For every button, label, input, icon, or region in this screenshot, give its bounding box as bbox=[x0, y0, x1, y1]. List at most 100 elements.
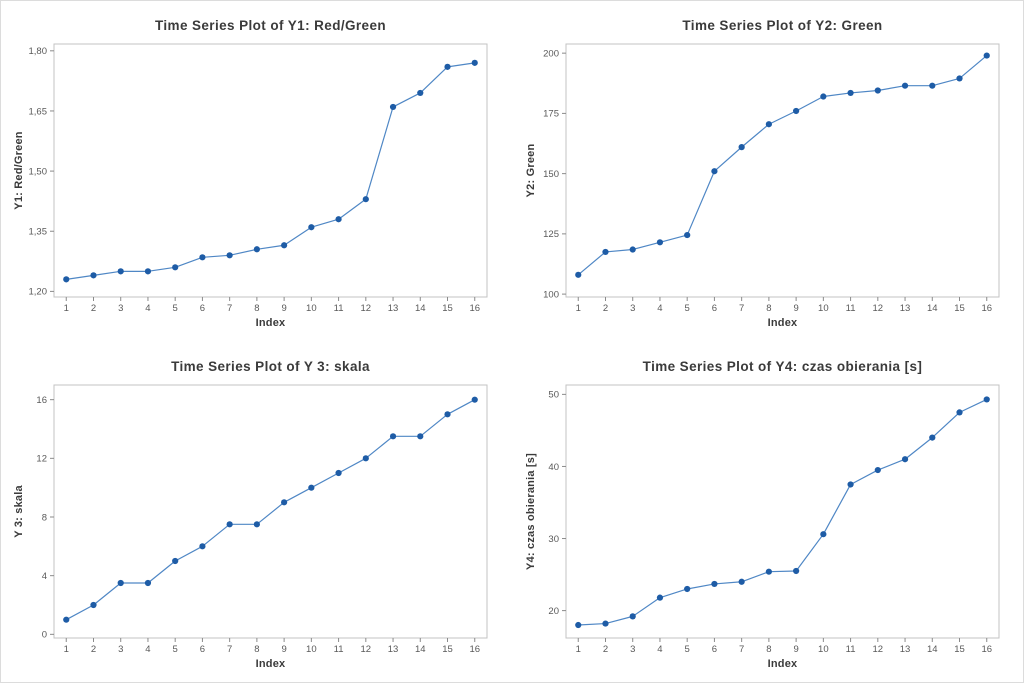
x-tick-label: 4 bbox=[145, 303, 150, 314]
data-point bbox=[281, 499, 288, 506]
data-point bbox=[144, 579, 152, 587]
x-tick-label: 4 bbox=[657, 644, 662, 655]
data-point bbox=[117, 579, 124, 587]
data-point bbox=[847, 89, 854, 97]
x-tick-label: 11 bbox=[334, 303, 344, 314]
x-tick-label: 1 bbox=[64, 303, 69, 314]
data-point bbox=[793, 567, 800, 575]
data-point bbox=[602, 248, 609, 256]
data-point bbox=[629, 613, 636, 620]
x-axis-label: Index bbox=[768, 658, 798, 670]
x-tick-label: 5 bbox=[173, 303, 178, 314]
x-tick-label: 16 bbox=[981, 303, 992, 314]
x-tick-label: 9 bbox=[793, 644, 798, 655]
x-tick-label: 1 bbox=[576, 303, 581, 314]
x-tick-label: 13 bbox=[900, 644, 911, 655]
x-tick-label: 14 bbox=[927, 644, 938, 655]
x-axis-label: Index bbox=[256, 658, 286, 670]
x-tick-label: 8 bbox=[766, 644, 771, 655]
data-point bbox=[90, 272, 97, 279]
x-tick-label: 8 bbox=[254, 644, 259, 655]
x-tick-label: 6 bbox=[712, 644, 717, 655]
chart-title: Time Series Plot of Y2: Green bbox=[682, 18, 882, 33]
y-tick-label: 1,65 bbox=[29, 106, 48, 117]
x-axis-label: Index bbox=[256, 317, 286, 329]
data-point bbox=[711, 580, 718, 588]
data-point bbox=[684, 231, 691, 239]
x-tick-label: 10 bbox=[818, 644, 829, 655]
x-tick-label: 16 bbox=[469, 303, 480, 314]
data-point bbox=[471, 59, 478, 66]
data-point bbox=[575, 621, 582, 629]
x-axis-label: Index bbox=[768, 317, 798, 329]
data-point bbox=[444, 411, 451, 418]
data-point bbox=[629, 246, 636, 253]
x-tick-label: 14 bbox=[927, 303, 938, 314]
data-point bbox=[983, 52, 990, 59]
data-point bbox=[199, 254, 206, 261]
y-tick-label: 20 bbox=[548, 606, 559, 617]
x-tick-label: 11 bbox=[846, 303, 856, 314]
data-point bbox=[956, 409, 963, 416]
x-tick-label: 14 bbox=[415, 644, 426, 655]
y-tick-label: 0 bbox=[42, 630, 47, 641]
x-tick-label: 12 bbox=[361, 644, 372, 655]
y-tick-label: 200 bbox=[543, 48, 559, 59]
chart-y2-green: 100 125 150 175 200 1 2 3 4 5 6 7 8 9 10 11 12 13 14 15 16 Ti… bbox=[513, 1, 1023, 342]
data-point bbox=[172, 264, 179, 271]
y-tick-label: 175 bbox=[543, 109, 559, 120]
chart-y1-canvas: 1,201,351,501,651,801 2 3 4 5 6 7 8 9 10 11 12 13 14 1… bbox=[13, 18, 488, 329]
data-point bbox=[308, 484, 315, 491]
y-tick-label: 1,20 bbox=[29, 287, 48, 298]
y-tick-label: 30 bbox=[548, 534, 559, 545]
x-tick-label: 16 bbox=[981, 644, 992, 655]
chart-y4-czas-obierania: 20 30 40 50 1 2 3 4 5 6 7 8 9 10 11 12 13 14 15 16 Time Seri… bbox=[513, 342, 1023, 682]
plot-frame bbox=[565, 43, 1000, 298]
data-point bbox=[444, 63, 451, 70]
data-point bbox=[874, 87, 881, 94]
data-point bbox=[471, 396, 478, 403]
x-tick-label: 5 bbox=[173, 644, 178, 655]
data-point bbox=[226, 252, 233, 259]
x-tick-label: 16 bbox=[469, 644, 480, 655]
y-axis-label: Y2: Green bbox=[525, 144, 537, 198]
y-tick-label: 40 bbox=[548, 462, 559, 473]
y-tick-label: 8 bbox=[42, 512, 47, 523]
y-tick-label: 125 bbox=[543, 229, 559, 240]
x-tick-label: 11 bbox=[334, 644, 344, 655]
data-point bbox=[226, 521, 233, 528]
x-tick-label: 15 bbox=[442, 644, 453, 655]
y-axis-label: Y1: Red/Green bbox=[13, 131, 25, 209]
x-tick-label: 2 bbox=[603, 303, 608, 314]
x-tick-label: 1 bbox=[576, 644, 581, 655]
data-point bbox=[929, 434, 936, 441]
x-tick-label: 8 bbox=[766, 303, 771, 314]
data-point bbox=[765, 121, 772, 128]
y-tick-label: 100 bbox=[543, 289, 559, 300]
data-point bbox=[684, 585, 691, 593]
chart-title: Time Series Plot of Y 3: skala bbox=[171, 359, 370, 374]
x-tick-label: 8 bbox=[254, 303, 259, 314]
x-tick-label: 6 bbox=[712, 303, 717, 314]
y-axis-label: Y 3: skala bbox=[13, 485, 25, 538]
data-point bbox=[656, 239, 664, 246]
series-line bbox=[577, 55, 988, 276]
data-point bbox=[199, 543, 206, 550]
data-point bbox=[117, 268, 124, 275]
x-tick-label: 9 bbox=[793, 303, 798, 314]
chart-title: Time Series Plot of Y4: czas obierania [… bbox=[643, 359, 923, 374]
y-tick-label: 12 bbox=[36, 454, 47, 465]
data-point bbox=[335, 216, 342, 223]
data-point bbox=[253, 246, 260, 253]
x-tick-label: 2 bbox=[603, 644, 608, 655]
x-tick-label: 4 bbox=[657, 303, 662, 314]
chart-y1-red-green: 1,20 1,35 1,50 1,65 1,80 1 2 3 4 5 6 7 8 9 10 11 12 13 14 1… bbox=[1, 1, 513, 342]
data-point bbox=[63, 616, 70, 623]
series-line bbox=[65, 399, 476, 621]
x-tick-label: 7 bbox=[739, 303, 744, 314]
x-tick-label: 15 bbox=[442, 303, 453, 314]
y-tick-label: 1,80 bbox=[29, 46, 48, 57]
data-point bbox=[362, 196, 369, 203]
